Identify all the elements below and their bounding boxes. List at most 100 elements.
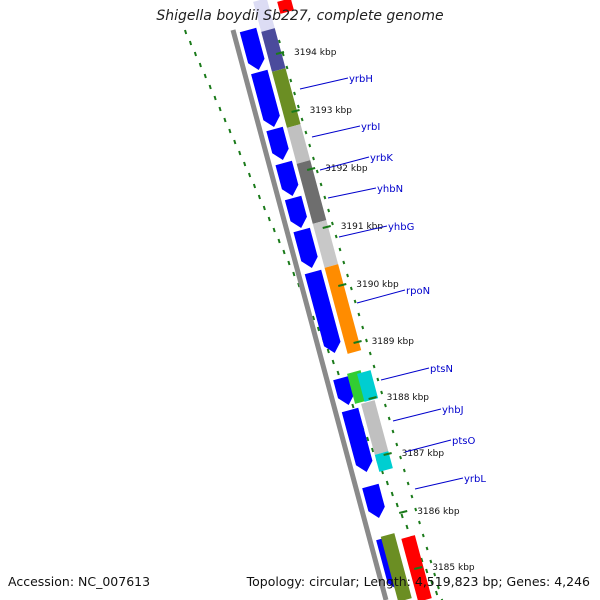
gc-dot bbox=[435, 590, 439, 596]
kbp-tick-label: 3186 kbp bbox=[417, 507, 460, 517]
gene-label-connector bbox=[414, 477, 464, 490]
cog-segment bbox=[380, 533, 412, 600]
kbp-tick-label: 3189 kbp bbox=[372, 337, 415, 347]
cds-arrow bbox=[284, 195, 307, 228]
gc-dot bbox=[233, 139, 237, 145]
gc-dot bbox=[287, 260, 291, 266]
gene-label-connector bbox=[327, 187, 377, 199]
gene-label: rpoN bbox=[406, 286, 430, 297]
cog-segment bbox=[271, 68, 301, 128]
gc-dot bbox=[405, 524, 409, 530]
cog-segment bbox=[277, 0, 294, 14]
gc-dot bbox=[311, 315, 316, 321]
gc-dot bbox=[366, 436, 370, 442]
kbp-tick bbox=[338, 283, 347, 287]
cds-track bbox=[239, 27, 405, 590]
gc-dot bbox=[400, 513, 404, 519]
gc-dot bbox=[316, 326, 321, 332]
skew-dot bbox=[376, 377, 380, 382]
gc-dot bbox=[198, 62, 202, 68]
skew-dot bbox=[380, 390, 384, 395]
kbp-tick-label: 3194 kbp bbox=[294, 48, 337, 58]
gc-dot bbox=[292, 271, 296, 277]
skew-dot bbox=[357, 312, 361, 317]
gene-label-connector bbox=[356, 289, 406, 304]
cog-segment bbox=[253, 0, 275, 32]
skew-dot bbox=[418, 520, 421, 525]
gc-dot bbox=[188, 40, 193, 46]
skew-dot bbox=[383, 403, 387, 408]
cds-arrow bbox=[251, 69, 280, 127]
skew-dot bbox=[429, 559, 433, 564]
cog-segment bbox=[296, 160, 327, 224]
skew-dot bbox=[391, 429, 395, 434]
gc-dot bbox=[351, 403, 355, 409]
skew-dot bbox=[349, 286, 353, 291]
skew-dot bbox=[368, 351, 372, 356]
skew-dot bbox=[421, 533, 425, 538]
gene-label-connector bbox=[299, 77, 349, 90]
skew-dot bbox=[402, 468, 406, 473]
gc-dot bbox=[267, 216, 271, 222]
gc-dot bbox=[252, 183, 257, 189]
skew-dot bbox=[312, 156, 315, 161]
gc-dot bbox=[390, 491, 394, 497]
cds-arrow bbox=[293, 227, 318, 268]
gc-dot bbox=[430, 579, 434, 585]
cds-arrow bbox=[239, 27, 265, 70]
gc-dot bbox=[385, 480, 389, 486]
gene-label: yrbK bbox=[370, 153, 393, 164]
cds-arrow bbox=[362, 483, 385, 518]
skew-dot bbox=[296, 104, 300, 109]
gc-dot bbox=[262, 205, 266, 211]
gc-dot bbox=[208, 84, 212, 90]
skew-dot bbox=[319, 182, 323, 187]
skew-dot bbox=[346, 273, 350, 278]
gene-label-connector bbox=[392, 408, 442, 422]
gene-label: ptsO bbox=[452, 436, 475, 447]
skew-dot bbox=[361, 325, 365, 330]
gene-label: yhbN bbox=[377, 184, 403, 195]
cog-segment bbox=[361, 400, 389, 455]
kbp-tick bbox=[353, 340, 362, 344]
gene-label: yrbI bbox=[361, 122, 380, 133]
gene-label: ptsN bbox=[430, 364, 453, 375]
gc-dot bbox=[203, 73, 207, 79]
cog-track bbox=[253, 0, 432, 600]
skew-dot bbox=[277, 39, 281, 44]
kbp-tick-label: 3192 kbp bbox=[325, 164, 368, 174]
cds-arrow bbox=[341, 407, 373, 472]
skew-dot bbox=[406, 481, 410, 486]
accession-label: Accession: NC_007613 bbox=[8, 574, 151, 589]
gc-dot bbox=[277, 238, 281, 244]
cds-arrow bbox=[304, 269, 341, 353]
skew-dot bbox=[300, 117, 304, 122]
cds-arrow bbox=[266, 126, 289, 160]
skew-dot bbox=[338, 247, 342, 252]
kbp-tick-label: 3190 kbp bbox=[356, 280, 399, 290]
kbp-tick bbox=[368, 396, 377, 400]
skew-dot bbox=[436, 585, 440, 590]
gene-label: yhbG bbox=[388, 222, 414, 233]
cog-segment bbox=[287, 124, 311, 164]
gc-dot bbox=[257, 194, 261, 200]
skew-dot bbox=[365, 338, 368, 343]
kbp-tick bbox=[413, 566, 423, 570]
gc-dot bbox=[243, 161, 247, 167]
skew-dot bbox=[285, 65, 289, 70]
gc-dot bbox=[326, 348, 330, 354]
skew-dot bbox=[304, 130, 308, 135]
gene-label: yhbJ bbox=[442, 405, 464, 416]
cog-segment bbox=[357, 370, 379, 402]
gc-dot bbox=[420, 557, 424, 563]
skew-dot bbox=[387, 416, 391, 421]
kbp-tick bbox=[306, 167, 316, 171]
cog-segment bbox=[261, 28, 286, 72]
gene-label: yrbH bbox=[349, 74, 373, 85]
skew-dot bbox=[425, 546, 429, 551]
gene-label-connector bbox=[311, 125, 361, 138]
map-title: Shigella boydii Sb227, complete genome bbox=[156, 8, 444, 24]
skew-dot bbox=[330, 221, 334, 226]
cds-arrow bbox=[275, 160, 299, 196]
